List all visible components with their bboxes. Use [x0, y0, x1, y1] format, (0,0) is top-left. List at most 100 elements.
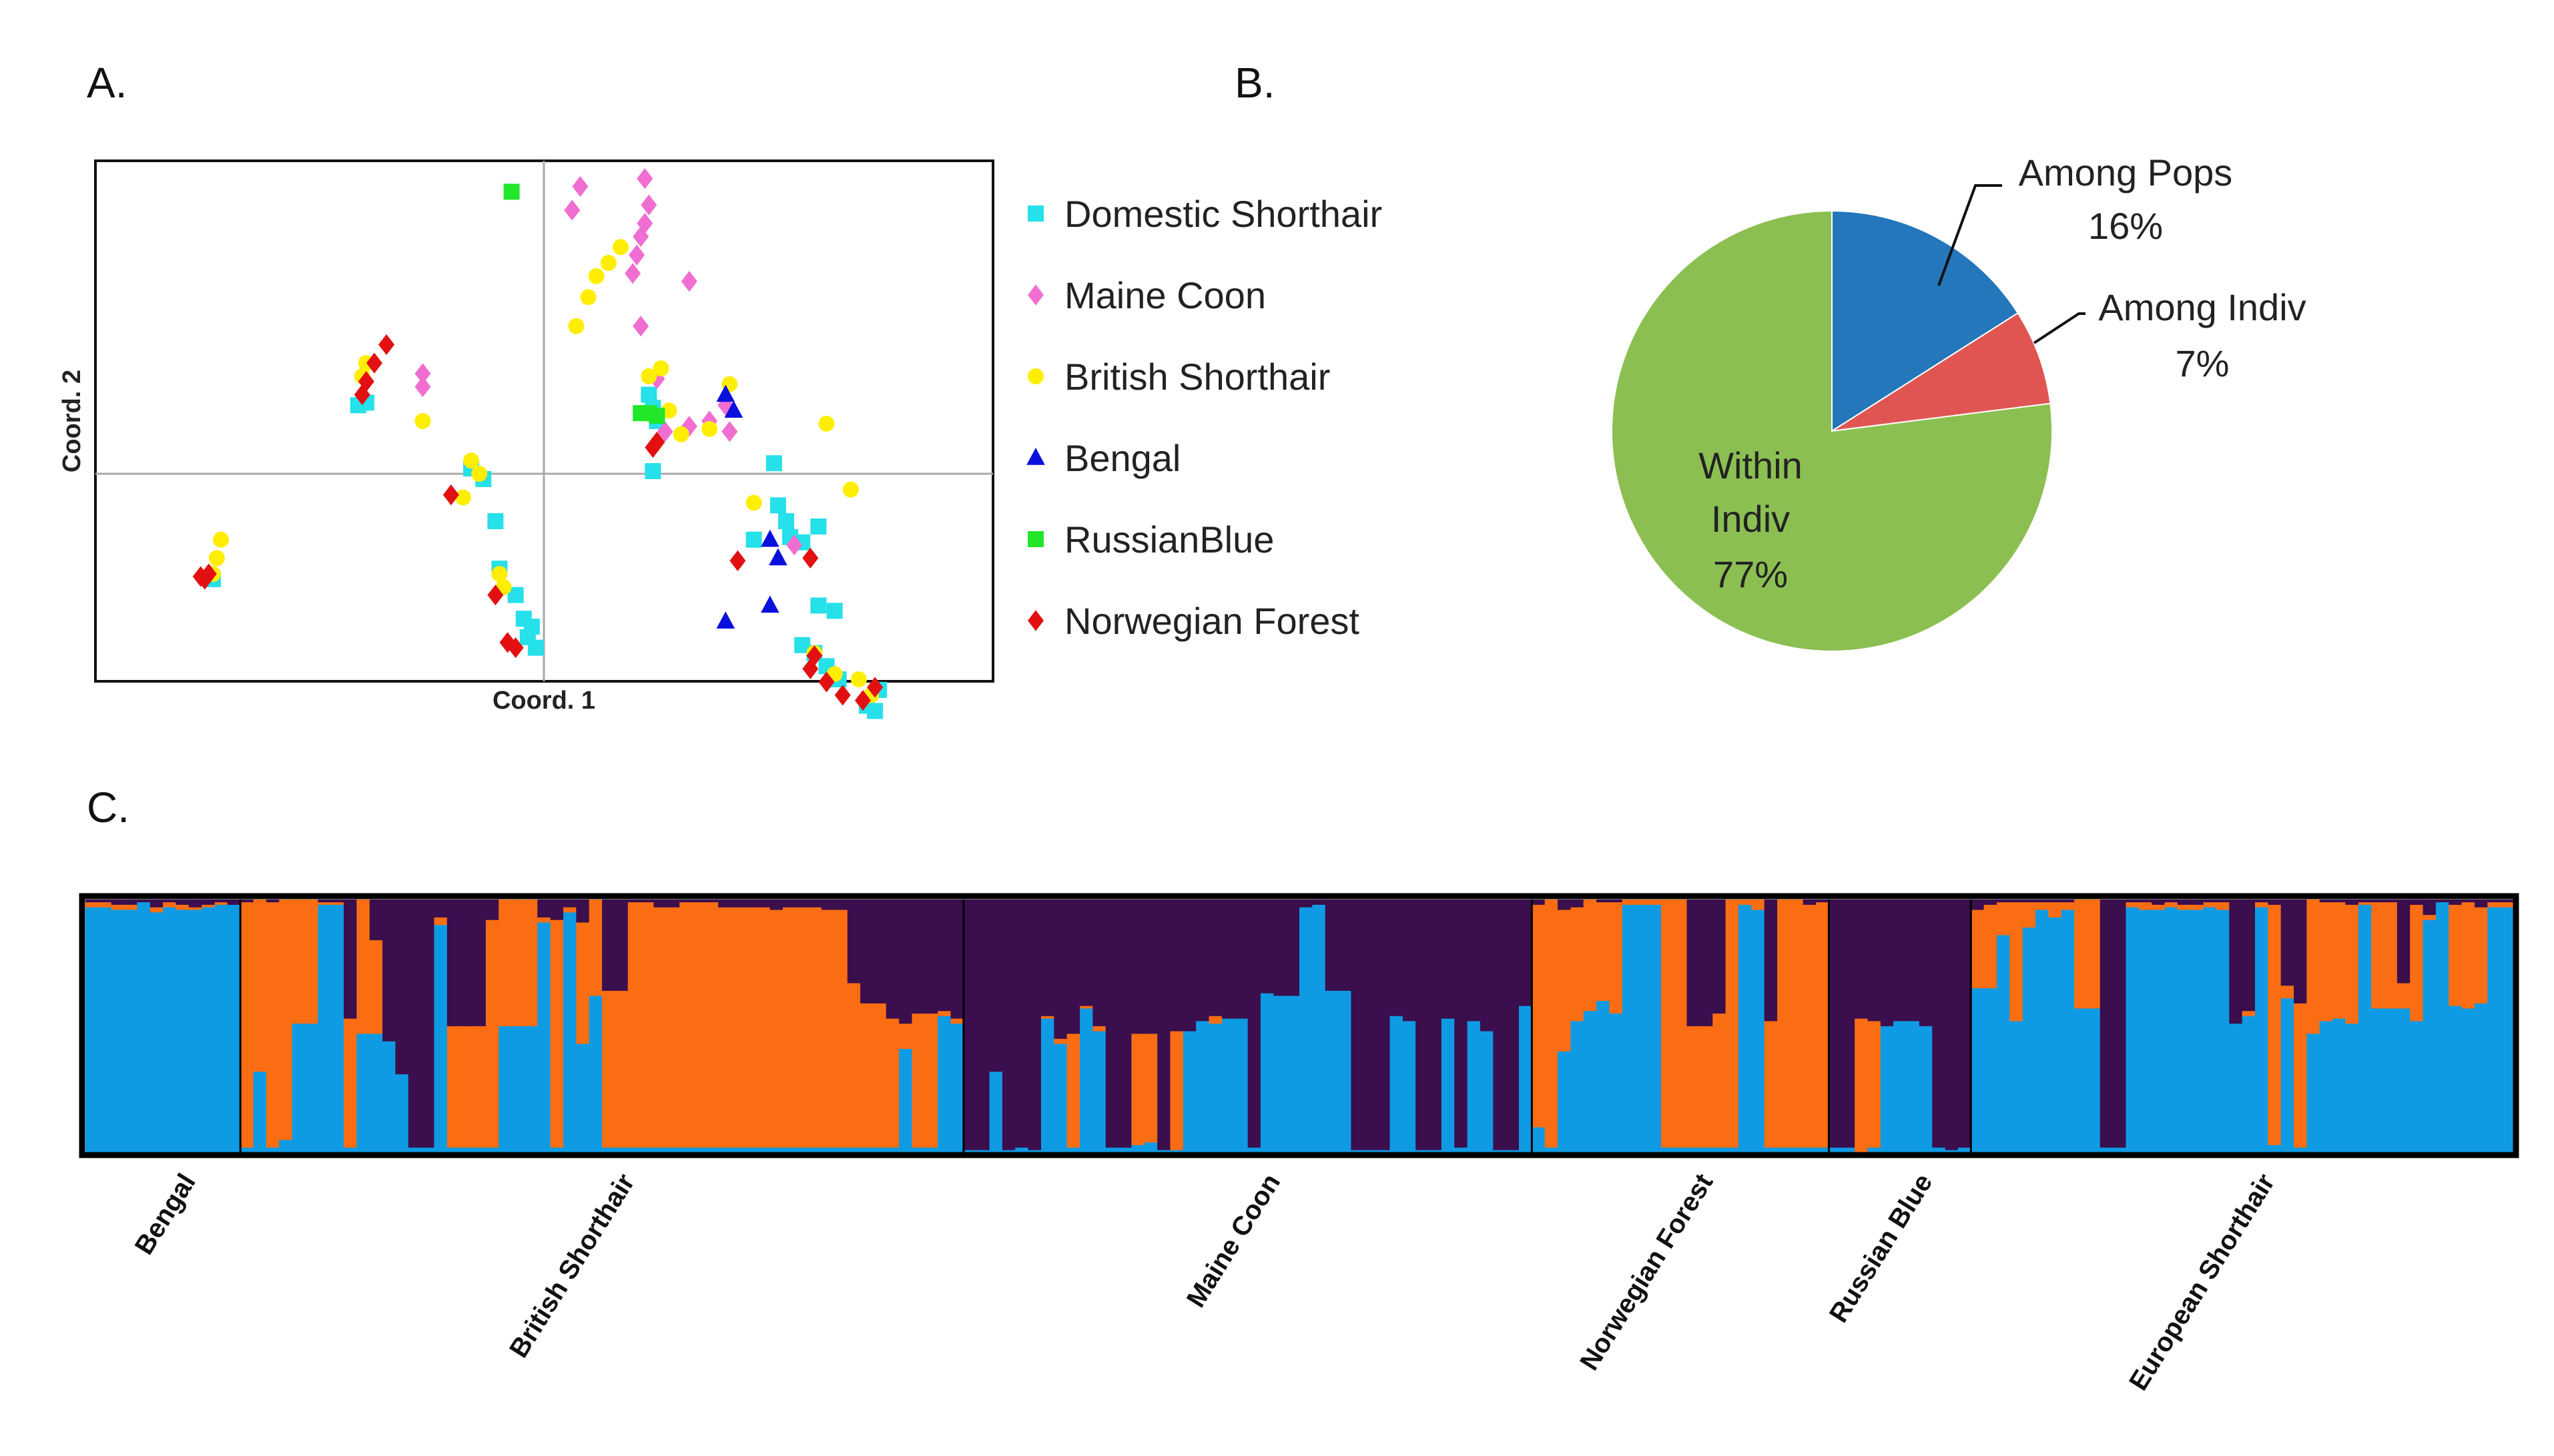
structure-bar-maine-coon-cluster-3	[1325, 899, 1339, 991]
structure-bar-european-shorthair-cluster-1	[2190, 909, 2204, 1153]
data-point-norwegian-forest	[358, 371, 374, 392]
structure-dividers	[239, 899, 1972, 1152]
structure-bar-british-shorthair-cluster-3	[408, 899, 422, 1148]
structure-bar-norwegian-forest-cluster-3	[1803, 899, 1817, 905]
structure-bar-british-shorthair-cluster-1	[472, 1147, 487, 1153]
structure-bar-european-shorthair-cluster-3	[2332, 899, 2346, 903]
structure-bar-european-shorthair-cluster-2	[2306, 899, 2320, 1034]
structure-bar-british-shorthair-cluster-2	[485, 920, 499, 1148]
structure-bar-british-shorthair-cluster-1	[421, 1147, 435, 1153]
data-point-norwegian-forest	[802, 547, 819, 569]
data-point-british-shorthair	[414, 413, 431, 429]
data-point-domestic-shorthair	[527, 639, 544, 656]
structure-bar-norwegian-forest-cluster-1	[1544, 1147, 1558, 1153]
structure-bar-european-shorthair-cluster-1	[2384, 1008, 2398, 1153]
panel-label-c: C.	[87, 783, 129, 831]
structure-bar-norwegian-forest-cluster-3	[1699, 899, 1713, 1026]
structure-bar-european-shorthair-cluster-2	[2048, 901, 2062, 918]
structure-bar-european-shorthair-cluster-1	[2138, 909, 2152, 1153]
structure-bar-maine-coon-cluster-1	[1040, 1018, 1054, 1153]
structure-bar-british-shorthair-cluster-1	[292, 1023, 306, 1153]
structure-bar-maine-coon-cluster-1	[1351, 1150, 1365, 1153]
structure-bar-british-shorthair-cluster-3	[692, 899, 706, 903]
structure-bar-european-shorthair-cluster-3	[2216, 899, 2230, 903]
structure-bar-european-shorthair-cluster-2	[2164, 901, 2178, 907]
data-point-domestic-shorthair	[810, 518, 827, 534]
structure-bar-european-shorthair-cluster-3	[2203, 899, 2217, 903]
structure-bar-british-shorthair-cluster-3	[731, 899, 745, 907]
structure-bar-european-shorthair-cluster-2	[2449, 904, 2463, 1006]
structure-bar-european-shorthair-cluster-1	[2035, 909, 2049, 1153]
structure-bar-maine-coon-cluster-1	[1286, 996, 1300, 1153]
structure-bar-bengal-cluster-2	[188, 907, 202, 910]
structure-bar-british-shorthair-cluster-1	[782, 1147, 796, 1153]
structure-bar-british-shorthair-cluster-2	[886, 1018, 900, 1148]
structure-bar-russian-blue-cluster-1	[1945, 1150, 1959, 1153]
structure-bar-bengal-cluster-2	[111, 904, 125, 910]
structure-bar-british-shorthair-cluster-3	[344, 899, 357, 1019]
structure-bar-maine-coon-cluster-3	[1092, 899, 1106, 1026]
structure-bar-maine-coon-cluster-1	[1338, 990, 1352, 1153]
structure-bar-european-shorthair-cluster-2	[2126, 901, 2140, 907]
structure-bar-maine-coon-cluster-3	[1402, 899, 1416, 1022]
structure-bar-maine-coon-cluster-1	[1157, 1150, 1171, 1153]
structure-bar-british-shorthair-cluster-1	[653, 1147, 667, 1153]
data-point-russianblue	[503, 184, 520, 200]
structure-bar-bengal-cluster-1	[85, 907, 99, 1153]
structure-bar-russian-blue-cluster-1	[1829, 1147, 1843, 1153]
structure-bar-european-shorthair-cluster-3	[2474, 899, 2488, 907]
structure-bar-norwegian-forest-cluster-1	[1674, 1147, 1688, 1153]
structure-bar-european-shorthair-cluster-2	[2203, 901, 2217, 907]
structure-bar-british-shorthair-cluster-1	[666, 1147, 680, 1153]
structure-bar-european-shorthair-cluster-3	[2294, 899, 2307, 1004]
structure-bar-russian-blue-cluster-3	[1880, 899, 1894, 1026]
population-label-maine-coon: Maine Coon	[1181, 1168, 1286, 1313]
structure-bar-bengal-cluster-1	[188, 909, 202, 1153]
structure-bar-norwegian-forest-cluster-1	[1816, 1147, 1829, 1153]
data-point-maine-coon	[572, 175, 589, 198]
structure-bar-bengal-cluster-1	[163, 907, 177, 1153]
structure-bar-norwegian-forest-cluster-2	[1532, 904, 1546, 1128]
structure-bar-maine-coon-cluster-1	[1131, 1144, 1145, 1153]
structure-bar-european-shorthair-cluster-3	[2100, 899, 2114, 1148]
structure-bar-maine-coon-cluster-3	[1157, 899, 1171, 1150]
structure-bar-british-shorthair-cluster-1	[795, 1147, 810, 1153]
data-point-maine-coon	[633, 226, 649, 248]
structure-bar-british-shorthair-cluster-1	[266, 1147, 280, 1153]
structure-bar-maine-coon-cluster-3	[1040, 899, 1054, 1016]
data-point-norwegian-forest	[854, 690, 871, 711]
structure-bar-bengal-cluster-1	[202, 907, 216, 1153]
structure-plot-frame	[79, 893, 2519, 1158]
structure-bar-british-shorthair-cluster-2	[666, 907, 680, 1148]
structure-bar-british-shorthair-cluster-2	[847, 983, 861, 1148]
structure-bar-british-shorthair-cluster-3	[822, 899, 835, 910]
data-point-norwegian-forest	[806, 645, 823, 667]
structure-bar-norwegian-forest-cluster-2	[1738, 899, 1752, 905]
legend-marker-russianblue	[1028, 531, 1044, 547]
structure-bar-maine-coon-cluster-1	[1480, 1031, 1494, 1153]
structure-bar-maine-coon-cluster-1	[1415, 1150, 1429, 1153]
structure-bar-bengal-cluster-3	[188, 899, 202, 907]
structure-bar-british-shorthair-cluster-1	[847, 1147, 861, 1153]
structure-bar-british-shorthair-cluster-1	[511, 1026, 525, 1153]
structure-bar-british-shorthair-cluster-1	[873, 1147, 887, 1153]
structure-bar-russian-blue-cluster-1	[1867, 1147, 1881, 1153]
structure-bar-european-shorthair-cluster-1	[2177, 909, 2191, 1153]
data-point-norwegian-forest	[200, 563, 217, 585]
legend-marker-british-shorthair	[1028, 368, 1044, 384]
pie-panel: Among Pops 16% Among Indiv 7% Within Ind…	[1611, 151, 2306, 652]
structure-bar-british-shorthair-cluster-2	[795, 907, 810, 1148]
structure-bar-bengal-cluster-3	[176, 899, 190, 905]
structure-bar-european-shorthair-cluster-2	[2371, 901, 2385, 1009]
structure-bar-british-shorthair-cluster-2	[950, 1018, 964, 1024]
structure-bar-british-shorthair-cluster-3	[679, 899, 693, 903]
structure-bar-british-shorthair-cluster-2	[304, 899, 318, 1024]
structure-bar-european-shorthair-cluster-2	[2177, 904, 2191, 910]
leader-line-among-pops	[1937, 184, 2002, 286]
structure-bar-norwegian-forest-cluster-3	[1570, 899, 1584, 907]
structure-bar-british-shorthair-cluster-1	[924, 1147, 938, 1153]
structure-bar-european-shorthair-cluster-1	[2435, 901, 2449, 1153]
structure-bar-european-shorthair-cluster-3	[2280, 899, 2294, 986]
structure-bar-european-shorthair-cluster-3	[2268, 899, 2282, 905]
structure-bar-maine-coon-cluster-3	[1428, 899, 1442, 1150]
